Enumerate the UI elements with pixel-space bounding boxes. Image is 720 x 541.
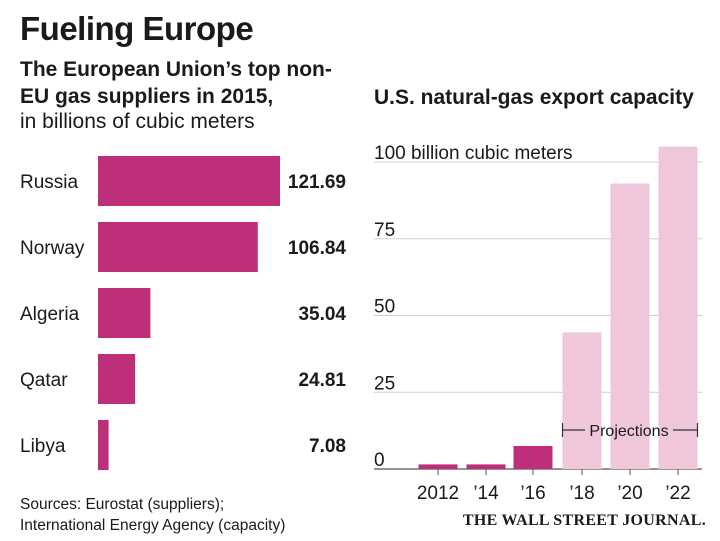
y-tick-label: 25 (374, 373, 395, 394)
capacity-bar (562, 332, 602, 469)
x-tick-label: 2012 (417, 483, 459, 504)
sources-note: Sources: Eurostat (suppliers); Internati… (20, 494, 285, 536)
supplier-bar (98, 288, 151, 338)
x-tick-label: ’20 (617, 483, 642, 504)
x-tick-label: ’16 (520, 483, 545, 504)
publisher-credit: THE WALL STREET JOURNAL. (462, 512, 706, 529)
supplier-label: Algeria (20, 304, 80, 325)
supplier-value-label: 7.08 (309, 436, 346, 457)
chart-title: Fueling Europe (20, 10, 254, 47)
x-tick-label: ’18 (569, 483, 594, 504)
supplier-value-label: 106.84 (288, 238, 347, 259)
left-subtitle-unit: in billions of cubic meters (20, 110, 255, 133)
x-tick-label: ’22 (665, 483, 690, 504)
supplier-bar (98, 156, 280, 206)
capacity-bar (466, 464, 506, 469)
supplier-label: Russia (20, 172, 79, 193)
supplier-label: Libya (20, 436, 66, 457)
supplier-value-label: 35.04 (298, 304, 346, 325)
supplier-bar (98, 420, 109, 470)
supplier-value-label: 24.81 (298, 370, 346, 391)
left-subtitle: The European Union’s top non-EU gas supp… (20, 58, 332, 108)
supplier-bar (98, 222, 258, 272)
capacity-bar (418, 464, 458, 469)
supplier-value-label: 121.69 (288, 172, 346, 193)
supplier-bar (98, 354, 136, 404)
sources-line-1: Sources: Eurostat (suppliers); (20, 496, 225, 513)
projections-label: Projections (589, 423, 668, 440)
y-tick-label: 100 billion cubic meters (374, 143, 573, 164)
y-tick-label: 0 (374, 450, 385, 471)
capacity-bar (513, 445, 553, 469)
capacity-bar (610, 183, 650, 470)
y-tick-label: 50 (374, 297, 395, 318)
right-subtitle: U.S. natural-gas export capacity (374, 86, 694, 109)
supplier-label: Norway (20, 238, 85, 259)
x-tick-label: ’14 (473, 483, 499, 504)
supplier-label: Qatar (20, 370, 68, 391)
capacity-bar (658, 146, 698, 469)
y-tick-label: 75 (374, 220, 395, 241)
sources-line-2: International Energy Agency (capacity) (20, 517, 286, 534)
